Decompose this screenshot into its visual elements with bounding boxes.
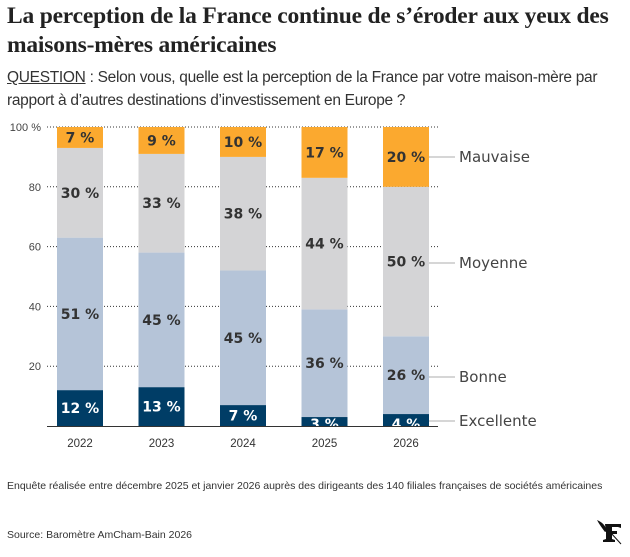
x-tick-label: 2023 (149, 438, 175, 450)
stacked-bar-chart: 20 40 60 80 100 % 12 % 51 % 30 % 7 % 13 % 45 % 33 … (10, 122, 537, 450)
bar-segment-moyenne (383, 186, 429, 337)
legend-label: Excellente (459, 412, 537, 430)
data-label: 30 % (61, 186, 99, 202)
bar-segment-mauvaise (220, 127, 266, 157)
data-label: 33 % (142, 196, 180, 212)
x-tick-label: 2024 (230, 438, 256, 450)
footnote: Enquête réalisée entre décembre 2025 et … (7, 480, 603, 492)
bar-segment-bonne (138, 252, 185, 388)
y-tick-label: 40 (29, 301, 41, 313)
data-label: 26 % (387, 368, 425, 384)
bar-segment-excellente (138, 387, 185, 426)
data-label: 10 % (224, 135, 262, 151)
question-text: : Selon vous, quelle est la perception d… (7, 69, 598, 109)
data-label: 3 % (310, 417, 339, 433)
bar-segment-moyenne (138, 153, 185, 253)
le-figaro-logo-icon (597, 520, 622, 545)
data-label: 12 % (61, 401, 99, 417)
data-label: 17 % (305, 145, 343, 161)
bar-segment-mauvaise (138, 127, 185, 154)
bar-segment-bonne (220, 270, 266, 406)
legend-label: Bonne (459, 368, 507, 386)
question: QUESTION : Selon vous, quelle est la per… (7, 66, 627, 112)
bar-segment-excellente (220, 405, 266, 426)
data-label: 7 % (66, 130, 95, 146)
data-label: 13 % (142, 400, 180, 416)
data-label: 44 % (305, 237, 343, 253)
bar-segment-moyenne (301, 177, 348, 310)
bar-segment-bonne (57, 237, 103, 391)
bar-segment-excellente (383, 414, 429, 426)
data-label: 36 % (305, 356, 343, 372)
x-tick-label: 2025 (312, 438, 338, 450)
bar-segment-moyenne (220, 156, 266, 271)
source: Source: Baromètre AmCham-Bain 2026 (7, 529, 193, 541)
data-label: 51 % (61, 307, 99, 323)
data-label: 50 % (387, 255, 425, 271)
chart-title: La perception de la France continue de s… (7, 3, 609, 58)
data-label: 38 % (224, 207, 262, 223)
data-label: 45 % (224, 331, 262, 347)
bar-segment-bonne (301, 309, 348, 418)
x-tick-label: 2022 (67, 438, 93, 450)
y-axis: 20 40 60 80 100 % (10, 122, 41, 373)
bar-segment-mauvaise (57, 127, 103, 148)
bar-segment-moyenne (57, 147, 103, 238)
bar-segment-mauvaise (301, 127, 348, 178)
question-label: QUESTION (7, 69, 86, 86)
legend-label: Mauvaise (459, 148, 530, 166)
bars: 12 % 51 % 30 % 7 % 13 % 45 % 33 % 9 % 7 % 45 % 38 … (57, 127, 429, 433)
y-tick-label: 80 (29, 182, 41, 194)
y-tick-label: 20 (29, 361, 41, 373)
data-label: 7 % (229, 409, 258, 425)
y-tick-label: 60 (29, 242, 41, 254)
legend: Excellente Bonne Moyenne Mauvaise (429, 148, 537, 430)
x-tick-label: 2026 (393, 438, 419, 450)
data-label: 9 % (147, 133, 176, 149)
bar-segment-bonne (383, 336, 429, 415)
x-axis: 2022 2023 2024 2025 2026 (47, 426, 438, 450)
data-label: 4 % (392, 417, 421, 433)
legend-label: Moyenne (459, 254, 527, 272)
bar-segment-excellente (57, 390, 103, 426)
data-label: 20 % (387, 150, 425, 166)
y-tick-label: 100 % (10, 122, 41, 134)
data-label: 45 % (142, 313, 180, 329)
bar-segment-excellente (301, 417, 348, 426)
bar-segment-mauvaise (383, 127, 429, 187)
